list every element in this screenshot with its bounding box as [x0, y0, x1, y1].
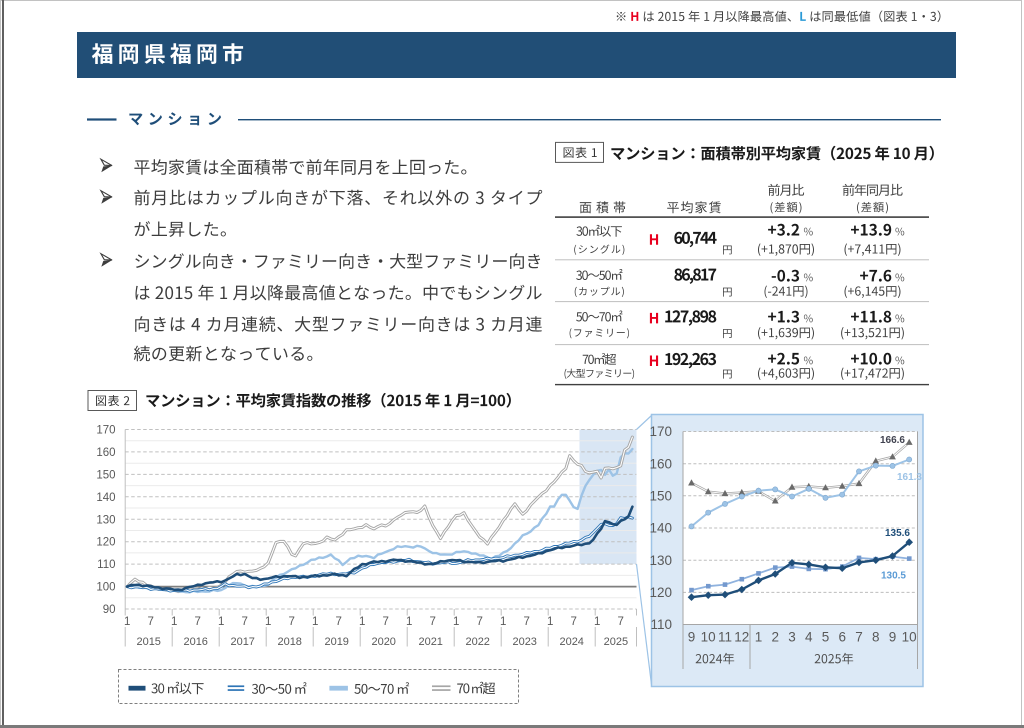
svg-text:7: 7	[147, 616, 153, 628]
svg-text:7: 7	[617, 616, 623, 628]
svg-text:3: 3	[788, 630, 796, 645]
svg-text:1: 1	[124, 616, 130, 628]
svg-text:161.3: 161.3	[897, 472, 922, 483]
svg-text:2019: 2019	[324, 636, 348, 648]
svg-text:90: 90	[103, 604, 116, 616]
svg-text:110: 110	[97, 559, 115, 571]
svg-text:160: 160	[649, 456, 672, 471]
svg-text:7: 7	[570, 616, 576, 628]
svg-text:170: 170	[96, 425, 115, 437]
svg-text:7: 7	[523, 616, 529, 628]
svg-text:1: 1	[547, 616, 553, 628]
svg-text:2016: 2016	[183, 636, 207, 648]
svg-text:166.6: 166.6	[880, 435, 905, 446]
svg-text:110: 110	[650, 617, 672, 632]
svg-text:1: 1	[171, 616, 177, 628]
svg-text:1: 1	[218, 616, 224, 628]
svg-text:160: 160	[96, 447, 115, 459]
svg-text:1: 1	[312, 616, 318, 628]
svg-text:1: 1	[755, 630, 763, 645]
svg-text:2025: 2025	[604, 636, 628, 648]
svg-text:170: 170	[649, 424, 672, 439]
svg-text:150: 150	[649, 488, 672, 503]
svg-text:10: 10	[701, 630, 716, 645]
svg-text:10: 10	[902, 630, 917, 645]
svg-text:2024: 2024	[559, 636, 583, 648]
svg-text:7: 7	[335, 616, 341, 628]
svg-text:2020: 2020	[371, 636, 395, 648]
svg-text:1: 1	[500, 616, 506, 628]
svg-text:4: 4	[805, 630, 813, 645]
svg-text:150: 150	[96, 469, 115, 481]
svg-text:7: 7	[855, 630, 863, 645]
svg-text:7: 7	[382, 616, 388, 628]
svg-text:5: 5	[822, 630, 830, 645]
svg-text:2022: 2022	[465, 636, 489, 648]
svg-text:7: 7	[476, 616, 482, 628]
svg-text:1: 1	[359, 616, 365, 628]
svg-text:9: 9	[889, 630, 897, 645]
svg-text:9: 9	[688, 630, 696, 645]
svg-text:130: 130	[649, 553, 672, 568]
svg-text:2023: 2023	[512, 636, 536, 648]
svg-text:140: 140	[96, 492, 115, 504]
svg-text:1: 1	[406, 616, 412, 628]
svg-text:8: 8	[872, 630, 880, 645]
svg-text:7: 7	[288, 616, 294, 628]
svg-text:120: 120	[96, 537, 115, 549]
svg-text:1: 1	[594, 616, 600, 628]
svg-text:7: 7	[194, 616, 200, 628]
svg-text:100: 100	[96, 582, 115, 594]
svg-text:2018: 2018	[277, 636, 301, 648]
svg-text:1: 1	[453, 616, 459, 628]
svg-text:12: 12	[734, 630, 749, 645]
svg-text:130.5: 130.5	[881, 571, 906, 582]
svg-text:7: 7	[241, 616, 247, 628]
svg-text:6: 6	[838, 630, 846, 645]
svg-text:135.6: 135.6	[885, 528, 910, 539]
svg-text:2015: 2015	[136, 636, 160, 648]
svg-text:130: 130	[96, 514, 115, 526]
svg-text:2017: 2017	[230, 636, 254, 648]
svg-text:1: 1	[265, 616, 271, 628]
svg-text:7: 7	[429, 616, 435, 628]
svg-text:120: 120	[649, 585, 672, 600]
svg-text:140: 140	[649, 521, 672, 536]
svg-text:11: 11	[718, 630, 732, 645]
svg-text:2: 2	[771, 630, 779, 645]
svg-text:2021: 2021	[418, 636, 442, 648]
